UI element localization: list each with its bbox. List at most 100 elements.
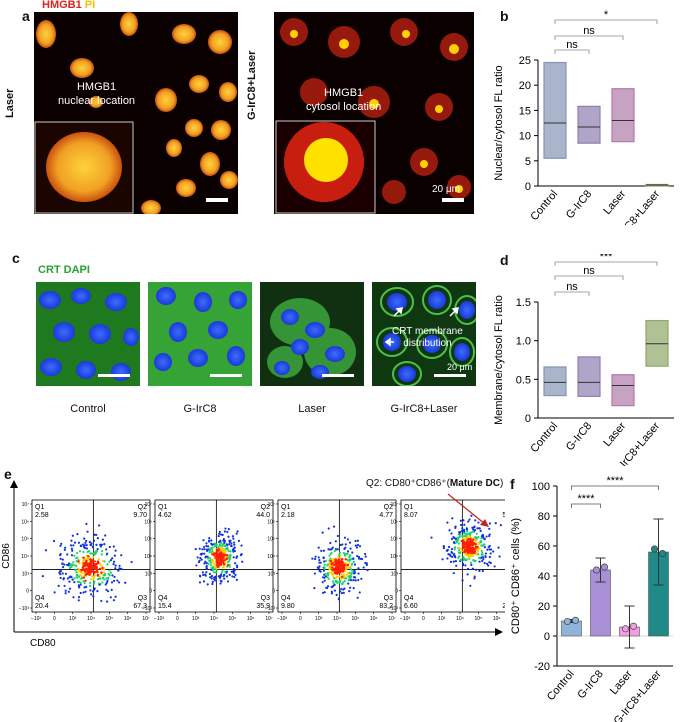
x-tick-label: 10⁷	[388, 616, 396, 622]
flow-event	[320, 549, 323, 552]
flow-event	[53, 591, 56, 594]
significance-bracket	[554, 19, 658, 24]
flow-event-dense	[337, 567, 340, 570]
flow-event-dense	[85, 559, 88, 563]
quadrant-value: 27.3	[502, 603, 505, 610]
y-tick-label: 100	[532, 481, 550, 493]
flow-event	[63, 584, 66, 588]
panel-c-scale-label: 20 μm	[447, 362, 473, 372]
flow-event	[346, 538, 350, 541]
flow-event	[326, 574, 330, 577]
flow-event	[110, 581, 114, 584]
flow-event	[350, 563, 353, 566]
significance-label: ns	[583, 265, 595, 277]
panel-c-caption-girc8: G-IrC8	[183, 403, 217, 415]
flow-event	[468, 535, 472, 538]
legend-hmgb1: HMGB1	[42, 0, 82, 11]
flow-event	[130, 560, 133, 564]
flow-event	[328, 561, 331, 565]
x-tick-label: 0	[176, 616, 179, 622]
flow-event-dense	[464, 545, 468, 548]
flow-event	[497, 546, 500, 549]
flow-event	[112, 560, 116, 563]
panel-c-caption-control: Control	[70, 403, 106, 415]
y-tick-label: 10⁷	[145, 502, 153, 508]
flow-event	[83, 586, 86, 589]
flow-event	[82, 559, 85, 562]
flow-event	[469, 561, 473, 564]
x-tick-label: Laser	[601, 188, 628, 217]
flow-event-dense	[222, 553, 226, 556]
flow-event	[77, 596, 81, 599]
flow-event	[71, 563, 74, 566]
flow-event	[78, 562, 81, 565]
flow-event	[209, 561, 212, 564]
flow-event	[494, 522, 497, 525]
flow-event	[85, 522, 88, 525]
flow-event	[225, 575, 229, 578]
quadrant-value: 67.3	[133, 603, 147, 610]
flow-event	[210, 566, 213, 570]
flow-event	[336, 534, 339, 538]
flow-event	[194, 548, 197, 551]
flow-event	[118, 564, 121, 567]
significance-label: ****	[577, 493, 595, 505]
flow-event-dense	[335, 567, 338, 571]
flow-event	[328, 567, 331, 570]
flow-event	[459, 531, 462, 534]
flow-event	[466, 567, 470, 571]
y-tick-label: 0	[525, 181, 531, 193]
flow-event	[453, 536, 456, 540]
flow-event	[232, 572, 235, 575]
flow-event	[59, 552, 62, 556]
flow-event	[346, 552, 349, 555]
flow-event	[346, 559, 350, 562]
flow-event-dense	[88, 573, 91, 577]
flow-event	[66, 553, 69, 556]
flow-event	[108, 574, 111, 577]
flow-event	[346, 550, 350, 553]
flow-event	[206, 549, 209, 552]
quadrant-name: Q1	[35, 504, 44, 511]
flow-event	[79, 581, 82, 584]
flow-event	[72, 596, 75, 599]
flow-event	[350, 568, 353, 571]
flow-event	[62, 577, 65, 580]
flow-event	[211, 580, 214, 583]
box-1	[577, 105, 601, 144]
flow-event-dense	[91, 559, 94, 563]
flow-event	[469, 584, 472, 587]
flow-event	[343, 580, 346, 583]
flow-event	[458, 546, 461, 550]
y-axis-label: CD86	[1, 543, 12, 569]
flow-event	[334, 579, 337, 583]
flow-event	[82, 591, 85, 594]
flow-event-dense	[89, 569, 92, 572]
flow-event	[476, 527, 479, 530]
flow-event	[480, 549, 483, 553]
flow-event	[205, 562, 208, 565]
flow-event-dense	[215, 552, 218, 556]
flow-event	[198, 559, 201, 562]
flow-event	[228, 573, 231, 576]
flow-event	[109, 571, 113, 574]
flow-event	[111, 574, 114, 577]
y-tick-label: 15	[519, 105, 531, 117]
x-tick-label: −10³	[31, 616, 41, 622]
flow-event	[327, 564, 331, 567]
flow-event	[452, 560, 455, 563]
flow-event	[477, 553, 480, 556]
x-tick-label: 10⁷	[142, 616, 150, 622]
crt-image-girc8	[148, 282, 252, 386]
flow-event	[335, 593, 338, 596]
flow-event	[60, 542, 63, 545]
flow-event	[447, 545, 451, 549]
flow-event	[70, 565, 73, 568]
flow-event-dense	[83, 564, 87, 568]
flow-event	[473, 577, 476, 580]
y-tick-label: 10³	[145, 571, 153, 577]
flow-event	[235, 556, 238, 559]
flow-event	[499, 524, 502, 527]
